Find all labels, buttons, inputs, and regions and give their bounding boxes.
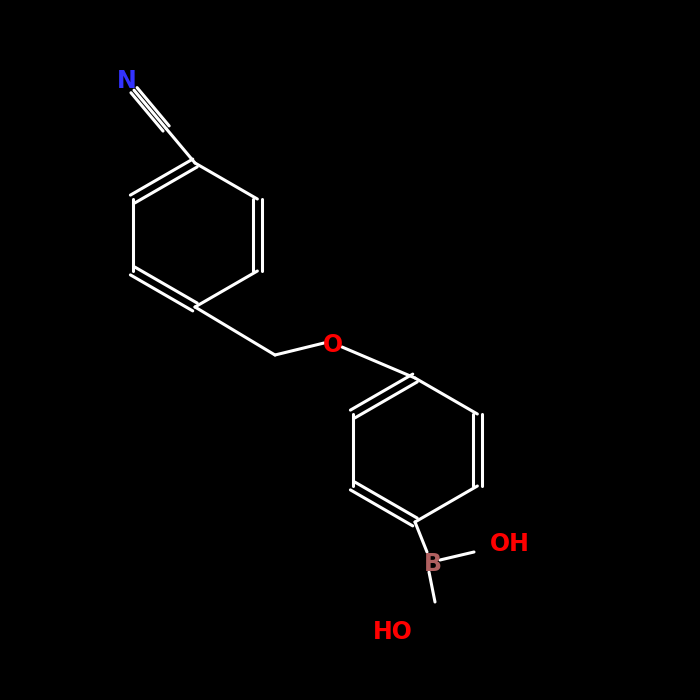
Text: HO: HO	[373, 620, 413, 644]
Text: N: N	[116, 69, 136, 93]
Text: OH: OH	[490, 532, 530, 556]
Text: O: O	[323, 333, 343, 357]
Text: B: B	[424, 552, 442, 576]
